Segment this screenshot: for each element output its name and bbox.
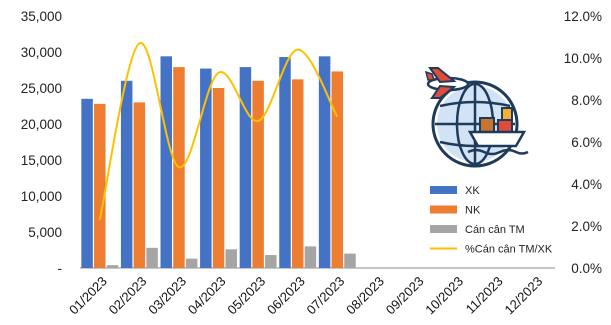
bar-nk-7 [331, 71, 344, 268]
bar-nk-6 [291, 79, 304, 268]
x-tick-label: 05/2023 [224, 274, 268, 318]
left-axis-ticks: - 5,000 10,000 15,000 20,000 25,000 30,000 35,0… [21, 9, 62, 276]
legend-label: XK [465, 185, 480, 197]
bar-c-n-c-n-tm-5 [265, 255, 277, 268]
left-tick-label: 30,000 [21, 45, 62, 60]
bar-nk-2 [133, 102, 146, 269]
bar-xk-3 [160, 56, 173, 268]
right-tick-label: 12.0% [564, 9, 602, 24]
left-tick-label: 5,000 [28, 225, 62, 240]
bar-c-n-c-n-tm-4 [225, 249, 237, 268]
legend-swatch [430, 205, 457, 214]
x-tick-label: 11/2023 [463, 274, 506, 317]
legend-swatch [430, 225, 457, 233]
x-tick-label: 06/2023 [264, 274, 308, 318]
x-axis-ticks: 01/202302/202303/202304/202305/202306/20… [66, 274, 545, 318]
bar-xk-2 [120, 80, 133, 268]
x-tick-label: 09/2023 [383, 274, 427, 318]
legend-swatch [430, 186, 457, 194]
right-tick-label: 2.0% [571, 219, 602, 234]
bar-xk-1 [81, 98, 93, 268]
x-tick-label: 03/2023 [145, 274, 189, 318]
bar-c-n-c-n-tm-1 [106, 265, 119, 268]
left-tick-label: 10,000 [21, 189, 62, 204]
right-tick-label: 0.0% [571, 261, 602, 276]
bar-nk-4 [212, 88, 225, 268]
x-tick-label: 10/2023 [422, 274, 466, 318]
bar-nk-5 [252, 80, 264, 268]
legend-label: Cán cân TM [465, 224, 525, 236]
left-tick-label: 20,000 [21, 117, 62, 132]
logistics-globe-icon [424, 67, 529, 168]
right-axis-ticks: 0.0% 2.0% 4.0% 6.0% 8.0% 10.0% 12.0% [564, 9, 602, 276]
bar-c-n-c-n-tm-7 [344, 253, 356, 268]
bar-c-n-c-n-tm-3 [185, 258, 198, 268]
bar-c-n-c-n-tm-2 [146, 247, 158, 268]
legend-label: %Cán cân TM/XK [465, 244, 553, 256]
bar-c-n-c-n-tm-6 [304, 246, 317, 268]
x-tick-label: 08/2023 [343, 274, 387, 318]
x-tick-label: 12/2023 [501, 274, 545, 318]
bar-xk-5 [239, 67, 252, 269]
right-tick-label: 4.0% [571, 177, 602, 192]
line-series-pct-balance [98, 42, 339, 220]
right-tick-label: 10.0% [564, 51, 602, 66]
left-tick-label: 25,000 [21, 81, 62, 96]
chart-legend: XK NK Cán cân TM %Cán cân TM/XK [430, 185, 553, 256]
bar-xk-6 [279, 57, 291, 268]
left-tick-label: 35,000 [21, 9, 62, 24]
x-tick-label: 07/2023 [304, 274, 348, 318]
legend-label: NK [465, 205, 481, 217]
x-tick-label: 04/2023 [185, 274, 229, 318]
bar-nk-1 [94, 103, 106, 268]
bar-xk-4 [200, 68, 212, 268]
bar-xk-7 [318, 56, 331, 268]
left-tick-label: 15,000 [21, 153, 62, 168]
right-tick-label: 6.0% [571, 135, 602, 150]
bar-series [81, 56, 356, 269]
airplane-icon [424, 67, 470, 99]
left-tick-label: - [58, 261, 63, 276]
x-tick-label: 01/2023 [66, 274, 110, 318]
cargo-ship-icon [467, 107, 529, 156]
right-tick-label: 8.0% [571, 93, 602, 108]
x-tick-label: 02/2023 [106, 274, 150, 318]
